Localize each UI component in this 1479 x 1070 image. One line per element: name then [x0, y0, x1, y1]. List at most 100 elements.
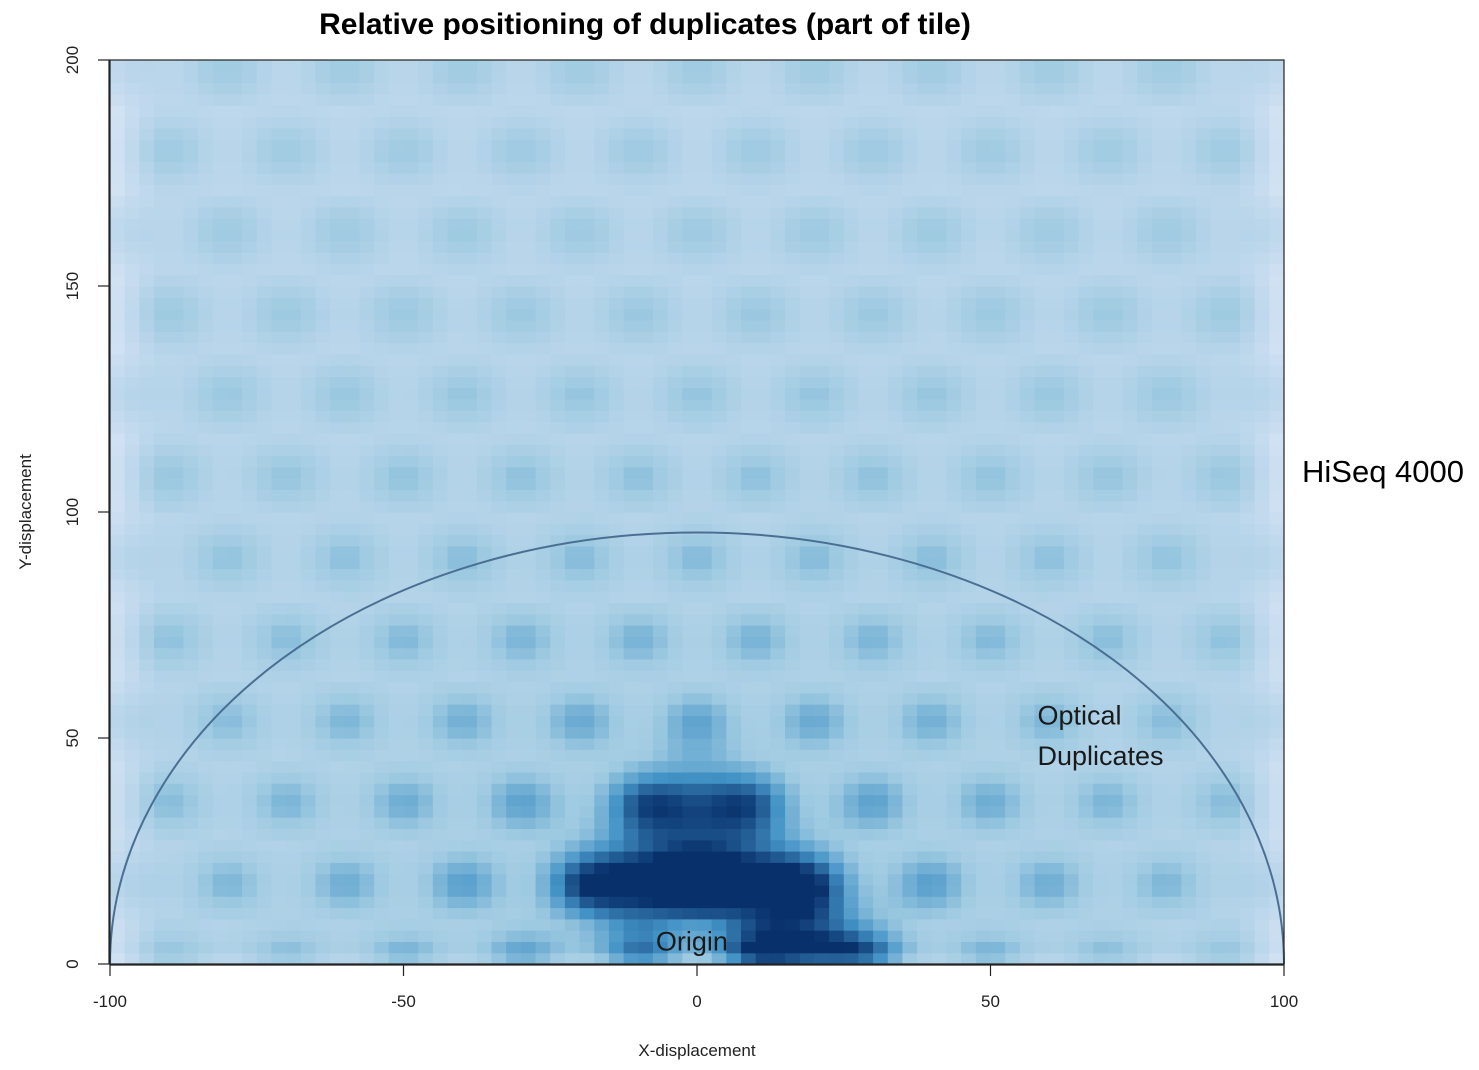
heatmap-cell [858, 545, 874, 558]
heatmap-cell [227, 579, 243, 592]
heatmap-cell [917, 817, 933, 829]
heatmap-cell [682, 579, 698, 592]
heatmap-cell [608, 252, 625, 264]
heatmap-cell [1122, 478, 1138, 490]
heatmap-cell [1210, 500, 1226, 513]
heatmap-cell [931, 399, 948, 411]
heatmap-cell [315, 500, 331, 513]
heatmap-cell [961, 851, 977, 863]
heatmap-cell [873, 613, 889, 626]
heatmap-cell [388, 625, 405, 637]
heatmap-cell [388, 738, 405, 750]
heatmap-cell [1049, 941, 1065, 954]
heatmap-cell [667, 466, 683, 479]
heatmap-cell [506, 399, 522, 411]
heatmap-cell [300, 828, 317, 841]
heatmap-cell [931, 353, 948, 366]
heatmap-cell [1049, 613, 1065, 626]
heatmap-cell [344, 613, 361, 626]
heatmap-cell [476, 783, 493, 796]
heatmap-cell [1078, 692, 1094, 705]
heatmap-cell [858, 930, 874, 942]
heatmap-cell [799, 591, 815, 603]
heatmap-cell [447, 907, 463, 920]
heatmap-cell [711, 466, 727, 479]
heatmap-cell [124, 342, 140, 355]
heatmap-cell [1151, 444, 1168, 457]
heatmap-cell [638, 500, 654, 513]
heatmap-cell [726, 297, 742, 310]
heatmap-cell [1019, 817, 1036, 829]
heatmap-cell [374, 602, 390, 615]
heatmap-cell [1166, 421, 1182, 434]
heatmap-cell [330, 399, 346, 411]
heatmap-cell [271, 805, 287, 818]
heatmap-cell [315, 658, 331, 671]
heatmap-cell [1122, 817, 1138, 829]
heatmap-cell [535, 851, 551, 863]
heatmap-cell [931, 579, 948, 592]
heatmap-cell [300, 500, 317, 513]
heatmap-cell [770, 444, 786, 457]
heatmap-cell [726, 715, 742, 728]
heatmap-cell [931, 387, 948, 400]
heatmap-cell [476, 918, 493, 931]
heatmap-cell [652, 602, 669, 615]
heatmap-cell [961, 884, 977, 897]
heatmap-cell [1093, 274, 1109, 287]
heatmap-cell [887, 444, 904, 457]
heatmap-cell [1195, 478, 1212, 490]
heatmap-cell [344, 399, 361, 411]
heatmap-cell [256, 794, 273, 807]
heatmap-cell [1049, 907, 1065, 920]
heatmap-cell [1210, 884, 1226, 897]
heatmap-cell [1195, 319, 1212, 332]
heatmap-cell [1269, 421, 1284, 434]
heatmap-cell [564, 455, 581, 468]
heatmap-cell [330, 771, 346, 784]
heatmap-cell [242, 704, 258, 716]
heatmap-cell [975, 647, 992, 660]
heatmap-cell [1225, 794, 1241, 807]
heatmap-cell [1239, 421, 1256, 434]
heatmap-cell [858, 286, 874, 298]
heatmap-cell [667, 489, 683, 502]
heatmap-cell [873, 896, 889, 909]
heatmap-cell [403, 331, 419, 344]
heatmap-cell [667, 421, 683, 434]
heatmap-cell [697, 478, 713, 490]
heatmap-cell [638, 771, 654, 784]
heatmap-cell [506, 749, 522, 762]
heatmap-cell [418, 805, 434, 818]
heatmap-cell [1107, 941, 1124, 954]
heatmap-cell [814, 387, 830, 400]
heatmap-cell [829, 421, 845, 434]
heatmap-cell [1107, 726, 1124, 739]
heatmap-cell [418, 376, 434, 389]
heatmap-cell [829, 930, 845, 942]
heatmap-cell [168, 862, 184, 875]
heatmap-cell [1063, 387, 1080, 400]
heatmap-cell [286, 873, 302, 886]
heatmap-cell [403, 930, 419, 942]
heatmap-cell [1225, 760, 1241, 773]
heatmap-cell [873, 387, 889, 400]
heatmap-cell [697, 500, 713, 513]
heatmap-cell [711, 873, 727, 886]
heatmap-cell [741, 907, 757, 920]
heatmap-cell [623, 636, 639, 649]
heatmap-cell [652, 557, 669, 570]
heatmap-cell [697, 647, 713, 660]
heatmap-cell [1063, 432, 1080, 445]
heatmap-cell [300, 647, 317, 660]
heatmap-cell [843, 534, 860, 547]
heatmap-cell [1137, 331, 1153, 344]
heatmap-cell [1254, 862, 1270, 875]
heatmap-cell [300, 263, 317, 276]
heatmap-cell [432, 828, 449, 841]
heatmap-cell [550, 444, 566, 457]
heatmap-cell [1093, 749, 1109, 762]
heatmap-cell [697, 862, 713, 875]
heatmap-cell [1195, 873, 1212, 886]
heatmap-cell [242, 365, 258, 377]
